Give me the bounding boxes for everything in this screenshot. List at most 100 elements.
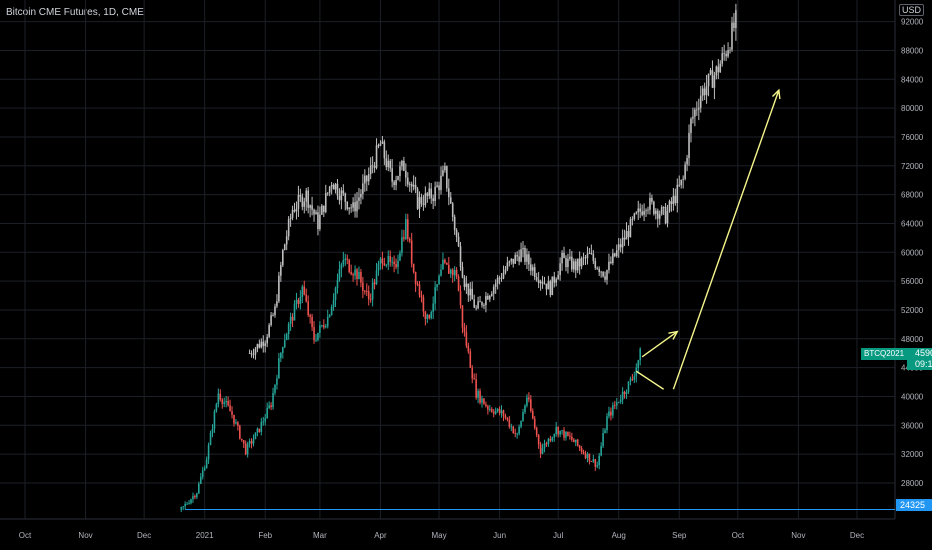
candle-body: [563, 252, 565, 259]
candle-body: [266, 336, 268, 344]
candle-body: [614, 253, 616, 257]
candle-body: [545, 283, 548, 290]
candle-series: [180, 213, 641, 513]
candle-body: [205, 459, 208, 469]
candle-body: [283, 244, 286, 250]
candle-body: [323, 325, 325, 328]
candle-body: [465, 331, 468, 346]
candle-body: [586, 453, 589, 459]
candle-body: [510, 426, 513, 428]
candle-body: [483, 398, 485, 405]
candle-body: [338, 269, 341, 280]
candle-body: [301, 286, 304, 297]
candle-body: [344, 193, 347, 202]
candle-body: [270, 315, 272, 326]
candle-body: [637, 360, 640, 368]
candle-body: [367, 291, 370, 300]
time-tick-label: May: [431, 531, 446, 540]
candle-body: [221, 399, 224, 404]
candle-body: [473, 299, 475, 308]
candle-body: [219, 393, 222, 400]
candle-body: [432, 303, 434, 312]
candle-body: [256, 428, 259, 433]
candle-body: [436, 284, 438, 288]
candle-body: [498, 277, 501, 279]
candle-body: [516, 255, 518, 257]
candle-body: [375, 270, 378, 285]
candle-body: [561, 430, 563, 432]
candle-body: [516, 433, 518, 435]
candle-body: [285, 334, 288, 341]
candle-body: [615, 402, 618, 406]
candle-body: [690, 118, 692, 133]
candle-body: [207, 444, 210, 460]
candle-body: [262, 341, 265, 347]
candle-body: [588, 253, 591, 254]
candle-body: [365, 175, 368, 182]
candle-body: [291, 316, 294, 321]
candle-body: [354, 269, 356, 276]
candle-body: [489, 408, 491, 410]
candle-body: [451, 269, 454, 276]
candle-body: [453, 269, 456, 276]
candle-body: [295, 208, 298, 212]
time-tick-label: Feb: [258, 531, 272, 540]
candle-body: [621, 237, 624, 248]
candle-body: [572, 261, 575, 270]
candle-body: [440, 175, 442, 191]
candle-body: [530, 399, 532, 412]
candle-body: [721, 53, 724, 64]
candle-body: [533, 418, 536, 428]
candle-body: [707, 73, 710, 87]
time-tick-label: Aug: [612, 531, 626, 540]
candle-body: [531, 267, 534, 271]
candle-body: [569, 435, 571, 437]
candle-body: [373, 282, 376, 285]
candle-body: [610, 411, 612, 416]
candle-body: [703, 88, 706, 96]
candle-body: [567, 431, 569, 436]
candle-body: [362, 183, 364, 195]
candle-body: [287, 323, 290, 335]
candle-body: [535, 427, 538, 435]
annotation-arrow-line: [672, 89, 780, 390]
candle-body: [420, 197, 423, 204]
candle-body: [455, 230, 458, 237]
candle-body: [473, 378, 475, 380]
candle-body: [246, 443, 249, 455]
candle-body: [305, 294, 308, 302]
candle-body: [342, 259, 345, 265]
candle-body: [733, 22, 735, 28]
candle-body: [203, 468, 206, 471]
candle-body: [580, 448, 583, 452]
candle-body: [346, 201, 349, 209]
candle-body: [395, 179, 397, 186]
candle-body: [637, 208, 640, 213]
candle-body: [340, 190, 343, 201]
candle-body: [217, 393, 220, 405]
candle-body: [270, 405, 272, 408]
candle-body: [633, 213, 636, 219]
candle-body: [598, 268, 600, 273]
candle-body: [252, 354, 255, 356]
candle-body: [180, 507, 183, 510]
candle-body: [346, 258, 349, 260]
price-tick-label: 40000: [901, 392, 924, 401]
candle-body: [229, 405, 231, 412]
candle-body: [446, 166, 448, 189]
candle-body: [533, 267, 536, 278]
candle-body: [600, 446, 602, 456]
currency-badge[interactable]: USD: [898, 4, 924, 16]
candle-body: [315, 212, 317, 215]
candle-body: [364, 175, 366, 184]
time-tick-label: Jul: [553, 531, 563, 540]
candle-body: [248, 353, 251, 355]
candle-body: [467, 283, 470, 296]
candle-body: [393, 261, 395, 265]
candle-body: [428, 314, 431, 319]
candle-body: [639, 208, 641, 212]
chart-title: Bitcoin CME Futures, 1D, CME: [6, 7, 144, 18]
candle-body: [526, 397, 528, 406]
candle-body: [489, 295, 491, 300]
